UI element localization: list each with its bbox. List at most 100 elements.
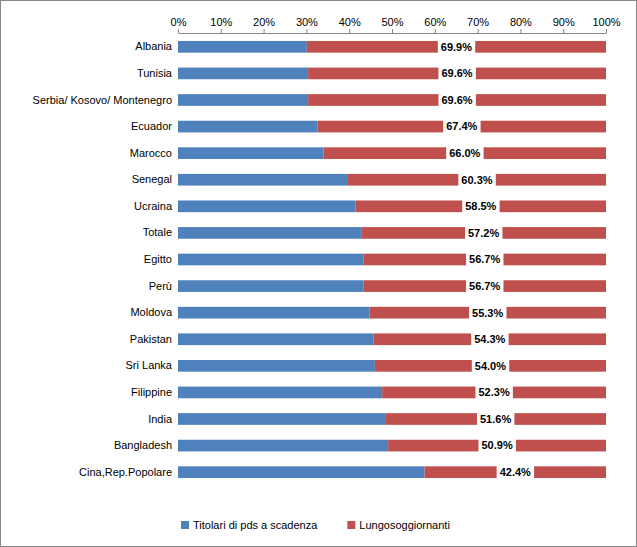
y-tick-label: Sri Lanka (126, 359, 173, 371)
bar (374, 333, 606, 345)
data-label-group: 69.9% (438, 40, 475, 54)
bar (356, 200, 606, 212)
data-label-background (466, 253, 503, 267)
bar (361, 227, 606, 239)
data-label-background (469, 306, 506, 320)
data-label-background (465, 226, 502, 240)
bar (375, 360, 606, 372)
y-tick: Pakistan (130, 333, 178, 345)
data-label-background (458, 173, 495, 187)
data-label: 54.3% (474, 333, 505, 345)
y-tick: Albania (135, 40, 178, 52)
x-tick-label: 40% (339, 16, 361, 28)
bar (318, 121, 606, 133)
x-tick-label: 90% (553, 16, 575, 28)
legend-label: Lungosoggiornanti (359, 519, 450, 531)
x-tick-mark (435, 29, 436, 33)
y-tick-label: Moldova (130, 306, 172, 318)
data-label-group: 54.0% (472, 359, 509, 373)
data-label-group: 67.4% (443, 120, 480, 134)
data-label-group: 58.5% (462, 199, 499, 213)
bar (178, 200, 356, 212)
bar (308, 68, 606, 80)
data-label-group: 54.3% (471, 332, 508, 346)
data-label-background (472, 359, 509, 373)
bar (308, 94, 606, 106)
y-tick-label: Serbia/ Kosovo/ Montenegro (33, 94, 172, 106)
chart-border (1, 1, 637, 547)
x-tick: 20% (253, 16, 275, 33)
bars (178, 41, 606, 478)
data-label-group: 56.7% (466, 279, 503, 293)
x-tick: 10% (210, 16, 232, 33)
x-axis-line (179, 33, 607, 34)
bar (178, 174, 348, 186)
y-tick-label: Marocco (130, 147, 172, 159)
y-tick: Serbia/ Kosovo/ Montenegro (33, 94, 178, 106)
bar (178, 280, 363, 292)
bar (178, 333, 374, 345)
data-label-group: 66.0% (446, 146, 483, 160)
y-tick: Sri Lanka (126, 359, 178, 371)
y-tick-label: Senegal (132, 173, 172, 185)
data-label: 42.4% (500, 466, 531, 478)
bar (324, 147, 606, 159)
y-tick: India (148, 413, 178, 425)
x-tick-mark (178, 29, 179, 33)
legend: Titolari di pds a scadenzaLungosoggiorna… (181, 519, 450, 531)
bar (178, 121, 318, 133)
data-label-background (475, 386, 512, 400)
y-tick-label: Tunisia (137, 67, 173, 79)
bar (178, 94, 308, 106)
bar (178, 68, 308, 80)
bar (178, 466, 425, 478)
bar (385, 413, 606, 425)
data-label-background (438, 93, 475, 107)
bar (363, 280, 606, 292)
data-label-group: 42.4% (497, 465, 534, 479)
bar (363, 254, 606, 266)
data-label: 67.4% (446, 120, 477, 132)
x-tick: 80% (510, 16, 532, 33)
bar (178, 227, 361, 239)
x-tick-mark (306, 29, 307, 33)
y-tick: Ucraina (134, 200, 178, 212)
bar (178, 440, 388, 452)
x-tick-label: 0% (171, 16, 187, 28)
bar (369, 307, 606, 319)
y-tick-label: Egitto (144, 253, 172, 265)
y-tick-label: Totale (143, 226, 172, 238)
data-label: 54.0% (475, 360, 506, 372)
data-label-group: 57.2% (465, 226, 502, 240)
x-tick-label: 10% (210, 16, 232, 28)
x-tick-mark (349, 29, 350, 33)
data-label-background (471, 332, 508, 346)
x-tick-mark (520, 29, 521, 33)
x-tick-mark (606, 29, 607, 33)
x-tick-label: 20% (253, 16, 275, 28)
y-tick-label: Bangladesh (114, 439, 172, 451)
y-tick-label: India (148, 413, 173, 425)
bar (425, 466, 606, 478)
bar (307, 41, 606, 53)
x-tick-mark (221, 29, 222, 33)
x-tick-label: 70% (467, 16, 489, 28)
data-label: 69.6% (441, 94, 472, 106)
x-tick: 70% (467, 16, 489, 33)
data-label: 52.3% (478, 386, 509, 398)
data-label: 56.7% (469, 253, 500, 265)
data-label-group: 51.6% (477, 412, 514, 426)
x-tick: 60% (424, 16, 446, 33)
y-tick: Tunisia (137, 67, 178, 79)
data-label-group: 69.6% (438, 93, 475, 107)
y-tick: Moldova (130, 306, 178, 318)
x-tick-mark (264, 29, 265, 33)
data-label-group: 56.7% (466, 253, 503, 267)
data-label-background (497, 465, 534, 479)
data-label-background (478, 439, 515, 453)
legend-item: Lungosoggiornanti (347, 519, 450, 531)
legend-swatch (181, 521, 189, 529)
x-tick-label: 30% (296, 16, 318, 28)
x-tick-label: 80% (510, 16, 532, 28)
x-tick-label: 50% (381, 16, 403, 28)
